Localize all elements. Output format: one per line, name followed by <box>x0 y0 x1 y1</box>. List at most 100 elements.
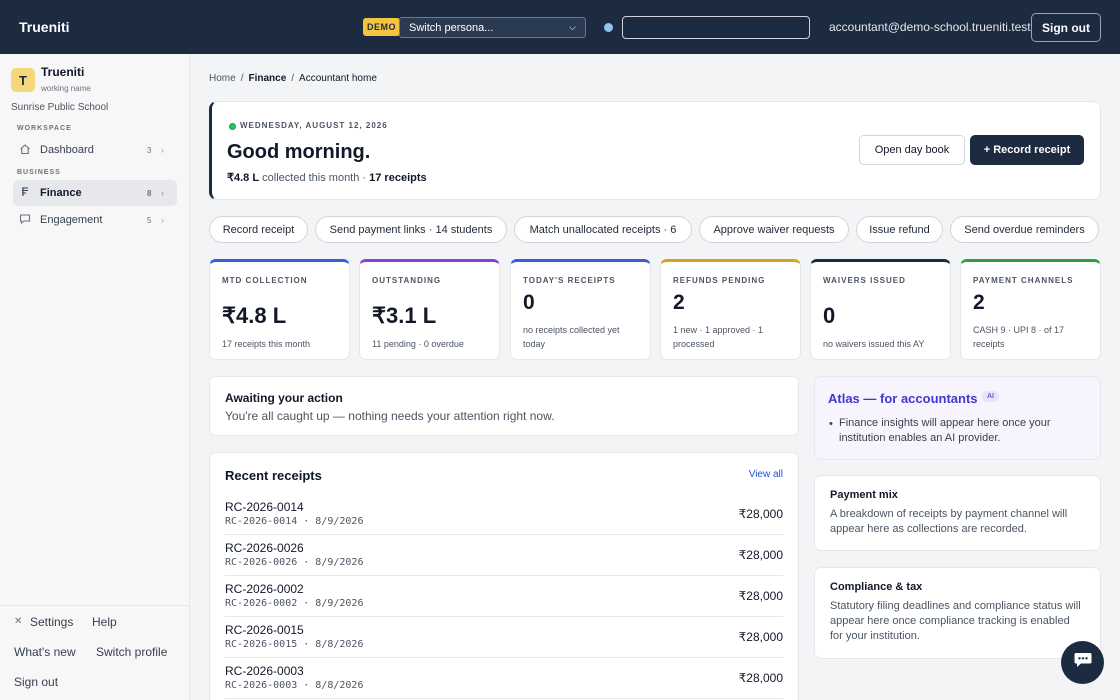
sidebar-item-dashboard[interactable]: Dashboard 3 › <box>13 137 177 163</box>
switch-profile-link[interactable]: Switch profile <box>96 645 168 659</box>
chat-button[interactable] <box>1061 641 1104 684</box>
receipts-count: 17 receipts <box>369 172 427 184</box>
kpi-label: MTD COLLECTION <box>222 276 308 285</box>
ai-badge: AI <box>982 391 999 402</box>
table-row[interactable]: RC-2026-0002 RC-2026-0002 · 8/9/2026 ₹28… <box>225 576 783 617</box>
compliance-title: Compliance & tax <box>830 581 923 593</box>
open-day-book-button[interactable]: Open day book <box>859 135 965 165</box>
receipt-id: RC-2026-0003 <box>225 664 304 678</box>
search-input[interactable] <box>622 16 810 39</box>
receipt-id: RC-2026-0026 <box>225 541 304 555</box>
breadcrumb-separator: / <box>291 73 295 84</box>
breadcrumb: Home / Finance / Accountant home <box>209 73 377 84</box>
receipt-icon <box>19 186 31 201</box>
kpi-waivers-issued: WAIVERS ISSUED 0 no waivers issued this … <box>810 259 951 360</box>
persona-select[interactable]: Switch persona... ⌵ <box>399 17 586 38</box>
sidebar-sign-out-link[interactable]: Sign out <box>14 675 59 689</box>
awaiting-text: You're all caught up — nothing needs you… <box>225 409 555 423</box>
sidebar-item-label: Dashboard <box>40 144 94 156</box>
chevron-right-icon: › <box>161 188 164 198</box>
whats-new-link[interactable]: What's new <box>14 645 76 659</box>
kpi-payment-channels: PAYMENT CHANNELS 2 CASH 9 · UPI 8 · of 1… <box>960 259 1101 360</box>
sidebar: T Trueniti working name Sunrise Public S… <box>0 54 190 700</box>
nav-count: 3 <box>147 145 152 155</box>
collected-text: collected this month · <box>262 172 367 184</box>
sidebar-item-finance[interactable]: Finance 8 › <box>13 180 177 206</box>
help-link[interactable]: Help <box>92 615 117 629</box>
kpi-label: WAIVERS ISSUED <box>823 276 906 285</box>
receipt-amount: ₹28,000 <box>738 507 783 521</box>
kpi-value: 0 <box>823 303 836 328</box>
table-row[interactable]: RC-2026-0026 RC-2026-0026 · 8/9/2026 ₹28… <box>225 535 783 576</box>
section-label-business: BUSINESS <box>17 169 61 176</box>
kpi-outstanding: OUTSTANDING ₹3.1 L 11 pending · 0 overdu… <box>359 259 500 360</box>
nav-count: 8 <box>147 188 152 198</box>
awaiting-title: Awaiting your action <box>225 391 343 405</box>
receipt-meta: RC-2026-0026 · 8/9/2026 <box>225 557 364 568</box>
breadcrumb-finance[interactable]: Finance <box>248 73 287 84</box>
atlas-ai-card: Atlas — for accountants AI • Finance ins… <box>814 376 1101 460</box>
kpi-label: REFUNDS PENDING <box>673 276 766 285</box>
school-name: Sunrise Public School <box>11 102 109 113</box>
kpi-sub: CASH 9 · UPI 8 · of 17 receipts <box>973 325 1065 349</box>
home-icon <box>19 143 31 158</box>
payment-mix-title: Payment mix <box>830 489 898 501</box>
receipt-meta: RC-2026-0002 · 8/9/2026 <box>225 598 364 609</box>
sidebar-footer: ✕ Settings Help What's new Switch profil… <box>0 605 190 700</box>
record-receipt-button[interactable]: + Record receipt <box>970 135 1084 165</box>
chip-issue-refund[interactable]: Issue refund <box>856 216 943 243</box>
kpi-mtd-collection: MTD COLLECTION ₹4.8 L 17 receipts this m… <box>209 259 350 360</box>
chevron-right-icon: › <box>161 215 164 225</box>
section-label-workspace: WORKSPACE <box>17 125 72 132</box>
table-row[interactable]: RC-2026-0003 RC-2026-0003 · 8/8/2026 ₹28… <box>225 658 783 699</box>
breadcrumb-separator: / <box>240 73 244 84</box>
kpi-sub: 11 pending · 0 overdue <box>372 339 464 349</box>
chip-approve-waivers[interactable]: Approve waiver requests <box>699 216 849 243</box>
receipt-amount: ₹28,000 <box>738 671 783 685</box>
status-dot <box>604 23 613 32</box>
payment-mix-card: Payment mix A breakdown of receipts by p… <box>814 475 1101 551</box>
table-row[interactable]: RC-2026-0014 RC-2026-0014 · 8/9/2026 ₹28… <box>225 494 783 535</box>
kpi-refunds-pending: REFUNDS PENDING 2 1 new · 1 approved · 1… <box>660 259 801 360</box>
kpi-label: TODAY'S RECEIPTS <box>523 276 616 285</box>
compliance-text: Statutory filing deadlines and complianc… <box>830 600 1081 642</box>
sidebar-item-label: Engagement <box>40 214 103 226</box>
view-all-link[interactable]: View all <box>748 469 783 480</box>
receipt-amount: ₹28,000 <box>738 548 783 562</box>
today-date: WEDNESDAY, AUGUST 12, 2026 <box>240 121 388 130</box>
brand-logo[interactable]: Trueniti <box>19 19 70 35</box>
receipt-meta: RC-2026-0003 · 8/8/2026 <box>225 680 364 691</box>
org-name: Trueniti <box>41 65 85 79</box>
kpi-value: 2 <box>673 291 685 314</box>
settings-icon: ✕ <box>14 616 23 627</box>
greeting-card: WEDNESDAY, AUGUST 12, 2026 Good morning.… <box>209 101 1101 200</box>
receipt-id: RC-2026-0015 <box>225 623 304 637</box>
nav-count: 5 <box>147 215 152 225</box>
kpi-label: OUTSTANDING <box>372 276 442 285</box>
demo-badge: DEMO <box>363 18 400 36</box>
chip-match-unallocated[interactable]: Match unallocated receipts · 6 <box>514 216 692 243</box>
table-row[interactable]: RC-2026-0015 RC-2026-0015 · 8/8/2026 ₹28… <box>225 617 783 658</box>
recent-receipts-card: Recent receipts View all RC-2026-0014 RC… <box>209 452 799 700</box>
live-dot <box>229 123 236 130</box>
message-icon <box>19 213 31 228</box>
org-avatar: T <box>11 68 35 92</box>
org-subtitle: working name <box>41 84 91 93</box>
kpi-sub: 1 new · 1 approved · 1 processed <box>673 325 764 349</box>
persona-select-value: Switch persona... <box>409 21 494 34</box>
greeting-title: Good morning. <box>227 141 371 163</box>
breadcrumb-home[interactable]: Home <box>209 73 236 84</box>
settings-link[interactable]: Settings <box>30 615 74 629</box>
chip-send-overdue-reminders[interactable]: Send overdue reminders <box>950 216 1099 243</box>
chip-send-payment-links[interactable]: Send payment links · 14 students <box>315 216 507 243</box>
chevron-down-icon: ⌵ <box>569 22 576 32</box>
kpi-sub: 17 receipts this month <box>222 339 311 349</box>
receipt-meta: RC-2026-0014 · 8/9/2026 <box>225 516 364 527</box>
receipt-amount: ₹28,000 <box>738 589 783 603</box>
recent-receipts-title: Recent receipts <box>225 468 322 483</box>
sign-out-button[interactable]: Sign out <box>1031 13 1101 42</box>
chip-record-receipt[interactable]: Record receipt <box>209 216 308 243</box>
sidebar-item-engagement[interactable]: Engagement 5 › <box>13 207 177 233</box>
kpi-value: 2 <box>973 291 985 314</box>
atlas-title: Atlas — for accountants <box>828 391 978 406</box>
